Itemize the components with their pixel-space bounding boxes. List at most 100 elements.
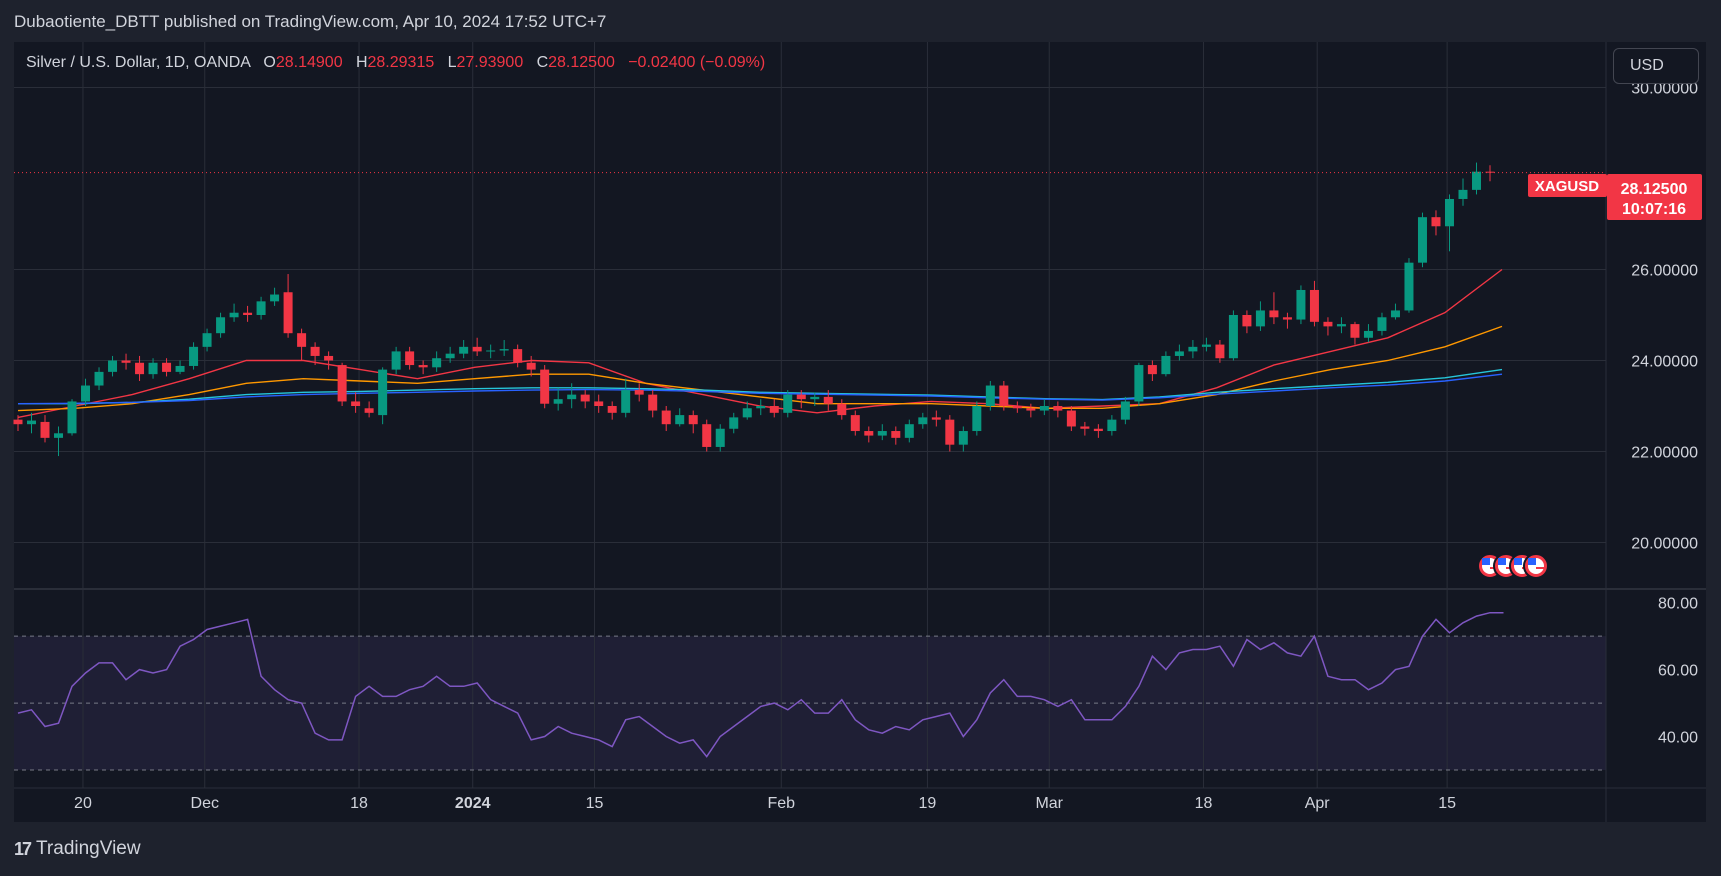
candle bbox=[486, 344, 496, 359]
candle bbox=[1296, 285, 1306, 325]
candle bbox=[121, 353, 131, 370]
candle bbox=[1066, 406, 1076, 432]
chart-frame[interactable] bbox=[14, 42, 1706, 822]
candle-body bbox=[1188, 346, 1198, 352]
candle-body bbox=[1269, 310, 1279, 318]
candle-body bbox=[972, 406, 982, 432]
candle-body bbox=[54, 433, 64, 438]
time-tick-label: Mar bbox=[1035, 795, 1063, 812]
candle-body bbox=[850, 415, 860, 432]
candle bbox=[621, 378, 631, 418]
candle-body bbox=[472, 346, 482, 352]
candle bbox=[702, 419, 712, 452]
candle-body bbox=[810, 396, 820, 400]
time-tick-label: 2024 bbox=[455, 795, 491, 812]
candle-body bbox=[324, 355, 334, 361]
candle-body bbox=[148, 362, 158, 375]
candle-body bbox=[634, 390, 644, 395]
candle-body bbox=[553, 399, 563, 404]
candle bbox=[1215, 340, 1225, 363]
candle bbox=[810, 392, 820, 406]
candle-body bbox=[310, 346, 320, 356]
candle-body bbox=[40, 421, 50, 438]
candle bbox=[445, 346, 455, 363]
candle-body bbox=[661, 410, 671, 425]
open-label: O bbox=[263, 54, 276, 71]
candle-body bbox=[202, 333, 212, 347]
candle bbox=[1282, 312, 1292, 329]
candle-body bbox=[162, 362, 172, 372]
candle-body bbox=[607, 406, 617, 413]
candle-body bbox=[985, 385, 995, 406]
candle-body bbox=[567, 394, 577, 400]
candle bbox=[742, 401, 752, 420]
candle-body bbox=[1350, 324, 1360, 338]
candle bbox=[945, 415, 955, 452]
candle bbox=[499, 340, 509, 356]
candle bbox=[958, 426, 968, 452]
candle bbox=[769, 399, 779, 418]
candle-body bbox=[405, 351, 415, 366]
candle bbox=[108, 355, 118, 377]
candle bbox=[1201, 337, 1211, 352]
candle-body bbox=[1107, 419, 1117, 432]
candle-body bbox=[216, 317, 226, 334]
candle-body bbox=[1093, 428, 1103, 432]
candle bbox=[216, 312, 226, 338]
price-tick-label: 24.00000 bbox=[1631, 354, 1698, 371]
candle-body bbox=[1282, 317, 1292, 320]
candle-body bbox=[67, 401, 77, 434]
candle-body bbox=[378, 369, 388, 416]
candle bbox=[580, 390, 590, 409]
candle bbox=[634, 383, 644, 402]
candle-body bbox=[1080, 426, 1090, 429]
candle bbox=[1458, 178, 1468, 206]
moving-averages bbox=[17, 268, 1503, 419]
candle-body bbox=[1066, 410, 1076, 427]
candle-body bbox=[688, 415, 698, 425]
time-tick-label: Apr bbox=[1305, 795, 1331, 812]
candle-body bbox=[513, 349, 523, 363]
price-tick-label: 20.00000 bbox=[1631, 536, 1698, 553]
price-tag[interactable]: XAGUSD 28.12500 10:07:16 bbox=[1528, 174, 1702, 220]
candle bbox=[513, 344, 523, 368]
candle-body bbox=[540, 369, 550, 404]
candle-body bbox=[904, 424, 914, 438]
candle bbox=[472, 337, 482, 356]
rsi-tick-label: 60.00 bbox=[1658, 663, 1698, 680]
candle-body bbox=[1201, 344, 1211, 347]
candle-body bbox=[837, 403, 847, 416]
candle bbox=[904, 419, 914, 443]
change-value: −0.02400 (−0.09%) bbox=[628, 54, 766, 71]
candle-body bbox=[189, 346, 199, 366]
candle-body bbox=[594, 401, 604, 406]
currency-button[interactable]: USD bbox=[1613, 48, 1699, 84]
candle bbox=[1269, 292, 1279, 325]
candle-body bbox=[945, 419, 955, 445]
candle bbox=[1053, 401, 1063, 418]
candle-body bbox=[580, 394, 590, 402]
price-tick-label: 30.00000 bbox=[1631, 81, 1698, 98]
candle-body bbox=[702, 424, 712, 447]
candle bbox=[526, 355, 536, 377]
event-markers[interactable] bbox=[1477, 553, 1549, 579]
candle bbox=[999, 380, 1009, 411]
rsi-indicator bbox=[14, 611, 1606, 771]
candle-body bbox=[1147, 365, 1157, 375]
candle-body bbox=[1242, 315, 1252, 327]
price-tag-price: 28.12500 bbox=[1621, 181, 1688, 198]
candle bbox=[661, 406, 671, 432]
brand-name: TradingView bbox=[36, 838, 141, 859]
footer-brand[interactable]: 17 TradingView bbox=[14, 838, 141, 860]
candle bbox=[1417, 212, 1427, 268]
candle-body bbox=[391, 351, 401, 370]
candle bbox=[391, 346, 401, 375]
candle bbox=[418, 360, 428, 375]
us-flag-event-icon bbox=[1523, 553, 1549, 579]
candle bbox=[1485, 165, 1495, 182]
candle-body bbox=[1336, 324, 1346, 327]
candle-body bbox=[135, 362, 145, 375]
candle-body bbox=[1404, 262, 1414, 311]
flag-canton bbox=[1528, 558, 1536, 565]
